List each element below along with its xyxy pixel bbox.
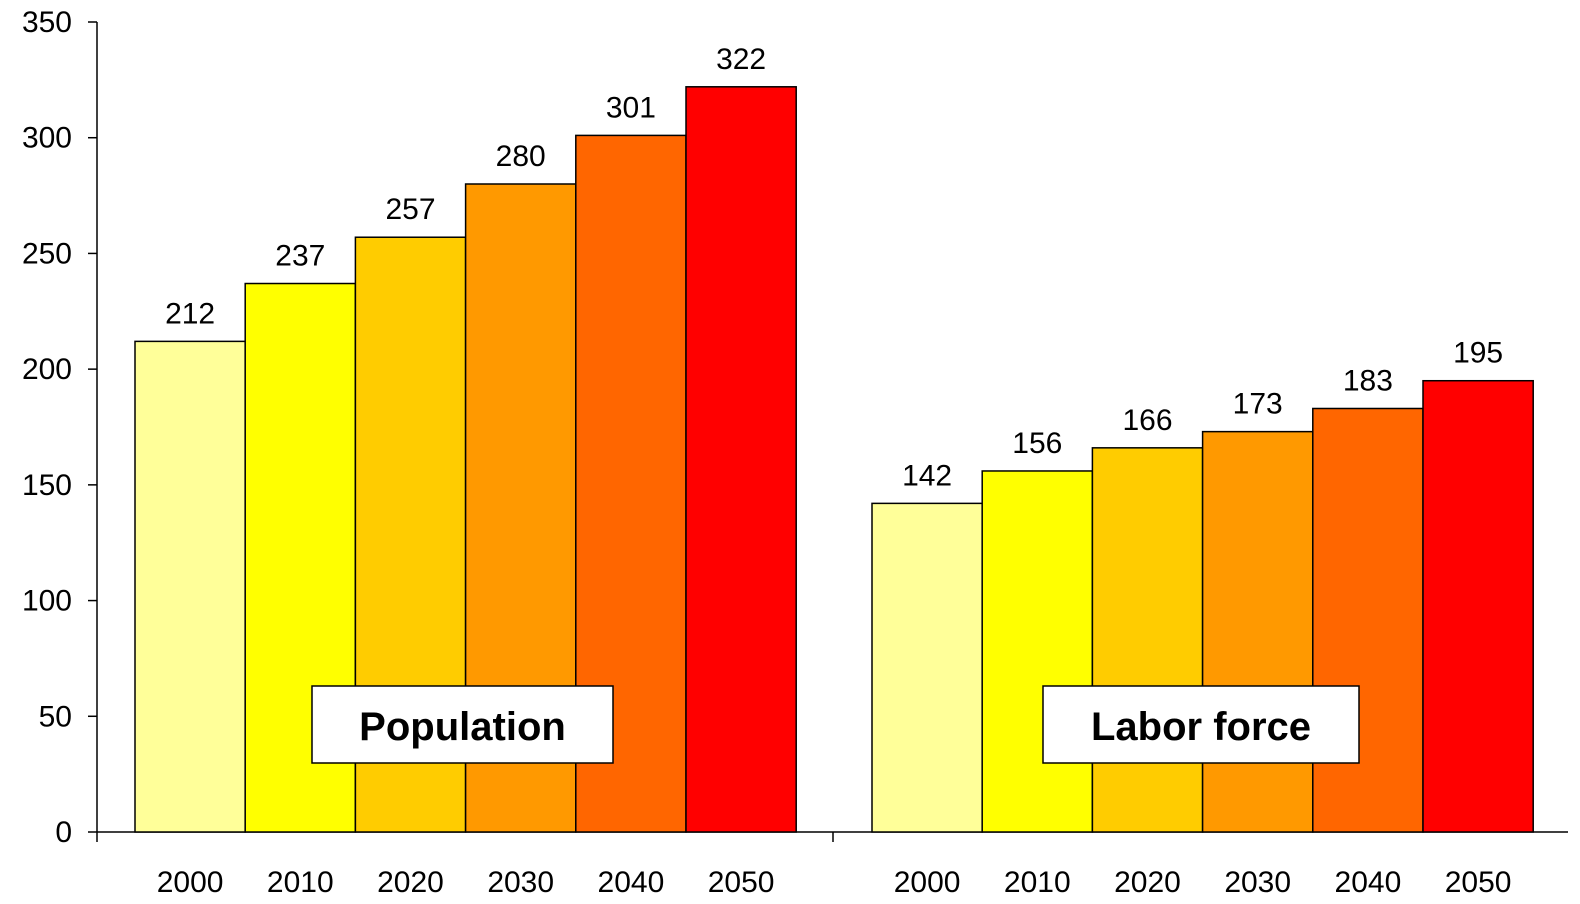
x-tick-label: 2020 <box>1114 866 1181 899</box>
y-axis: 0 50 100 150 200 250 300 350 <box>22 6 98 849</box>
data-label: 301 <box>606 91 656 124</box>
bar <box>1312 407 1424 833</box>
y-tick-label: 150 <box>22 469 72 502</box>
data-label: 156 <box>1012 427 1062 460</box>
bar <box>685 86 797 833</box>
x-tick-label: 2050 <box>1445 866 1512 899</box>
group-label-box <box>311 685 614 764</box>
group-label: Population <box>359 705 566 749</box>
x-tick-label: 2020 <box>377 866 444 899</box>
x-tick-label: 2040 <box>598 866 665 899</box>
data-label: 237 <box>275 240 325 273</box>
y-tick-label: 200 <box>22 353 72 386</box>
x-tick-label: 2030 <box>1224 866 1291 899</box>
bar <box>1091 447 1204 833</box>
data-label: 173 <box>1233 388 1283 421</box>
group-labels: Population Labor force <box>311 685 1360 764</box>
x-tick-label: 2000 <box>894 866 961 899</box>
y-tick-label: 350 <box>22 6 72 39</box>
data-label: 166 <box>1122 404 1172 437</box>
x-tick-label: 2040 <box>1335 866 1402 899</box>
bar <box>1201 430 1314 833</box>
x-tick-label: 2000 <box>157 866 224 899</box>
data-label: 142 <box>902 459 952 492</box>
bar <box>1422 379 1534 833</box>
bar <box>134 340 246 833</box>
data-label: 257 <box>385 193 435 226</box>
group-label: Labor force <box>1091 705 1311 749</box>
bars <box>134 86 1534 833</box>
y-tick-label: 300 <box>22 122 72 155</box>
y-tick-label: 0 <box>55 816 72 849</box>
x-tick-label: 2030 <box>487 866 554 899</box>
x-tick-label: 2010 <box>1004 866 1071 899</box>
y-tick-label: 250 <box>22 237 72 270</box>
data-label: 322 <box>716 43 766 76</box>
x-tick-label: 2050 <box>708 866 775 899</box>
data-labels: 212 237 257 280 301 322 142 156 166 173 183 195 <box>165 43 1503 493</box>
data-label: 195 <box>1453 337 1503 370</box>
x-tick-label: 2010 <box>267 866 334 899</box>
data-label: 183 <box>1343 364 1393 397</box>
bar <box>871 502 983 833</box>
data-label: 280 <box>496 140 546 173</box>
x-axis: 2000 2010 2020 2030 2040 2050 2000 2010 2020 2030… <box>96 831 1568 899</box>
group-label-box <box>1042 685 1360 764</box>
y-tick-label: 50 <box>39 700 72 733</box>
data-label: 212 <box>165 297 215 330</box>
y-tick-label: 100 <box>22 585 72 618</box>
bar <box>981 470 1094 833</box>
